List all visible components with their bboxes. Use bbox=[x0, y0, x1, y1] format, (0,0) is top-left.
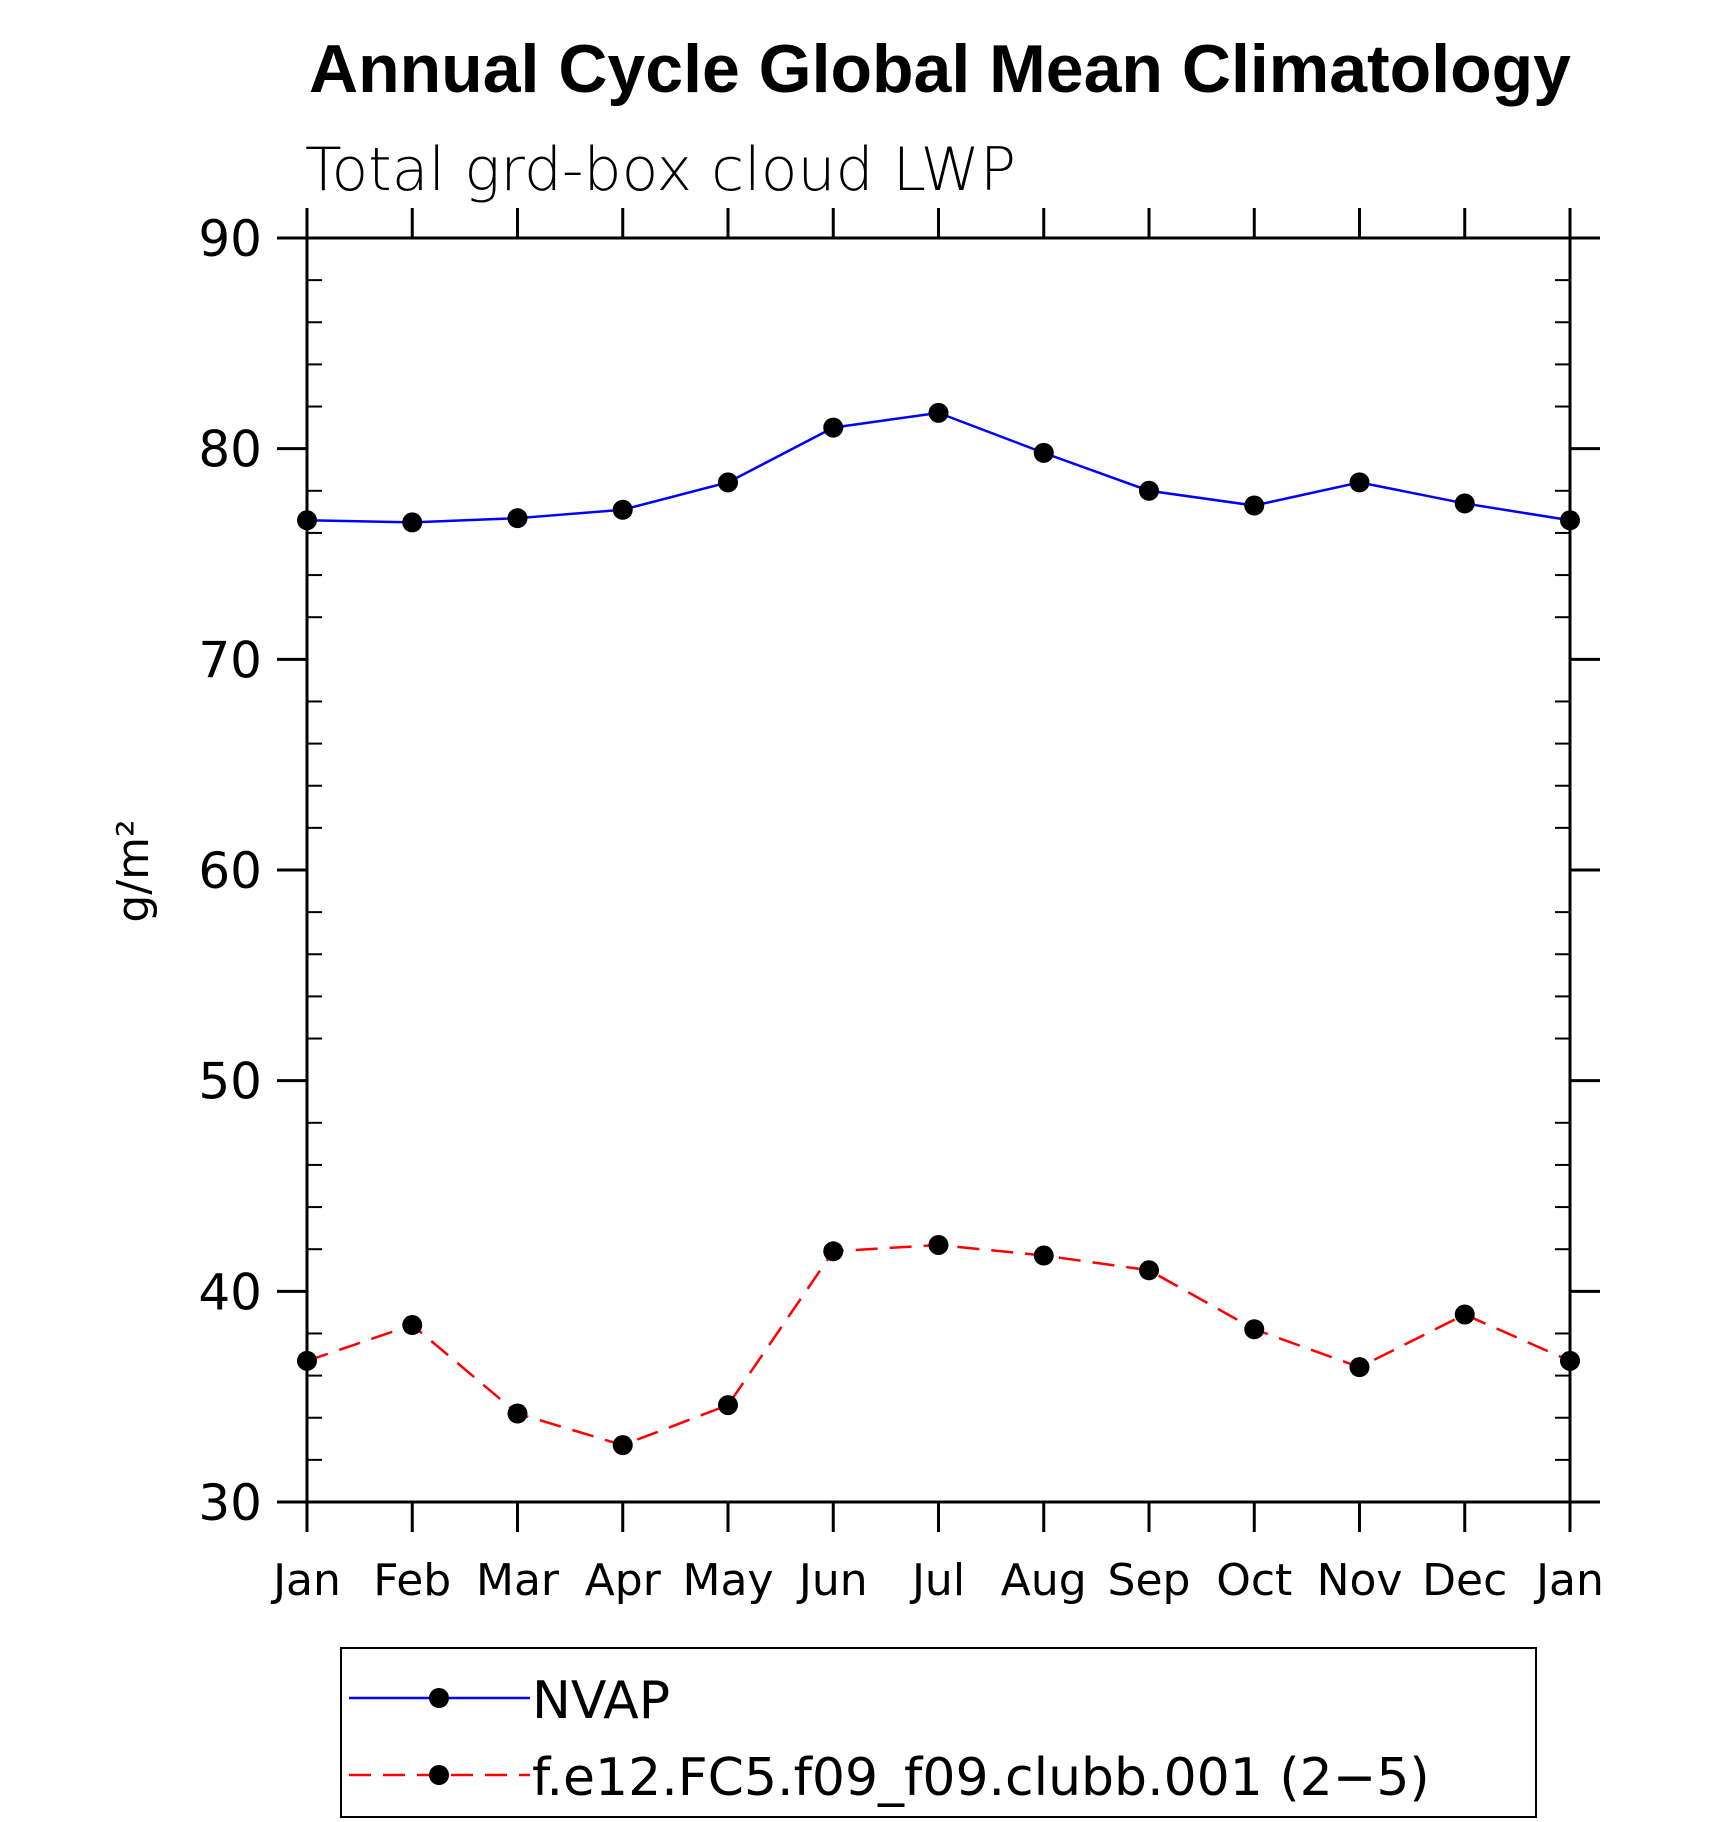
data-point bbox=[1349, 472, 1370, 493]
data-point bbox=[1454, 1304, 1475, 1325]
data-point bbox=[823, 1241, 844, 1262]
legend-marker bbox=[429, 1765, 449, 1785]
y-axis: 30 40 50 60 70 80 90 bbox=[198, 210, 1600, 1532]
data-point bbox=[612, 1435, 633, 1456]
data-point bbox=[297, 510, 317, 531]
x-tick-label: Sep bbox=[1108, 1555, 1191, 1606]
x-tick-label: Dec bbox=[1422, 1555, 1507, 1606]
legend-label: f.e12.FC5.f09_f09.clubb.001 (2−5) bbox=[532, 1748, 1430, 1808]
y-tick-label: 80 bbox=[198, 421, 262, 479]
y-tick-label: 40 bbox=[198, 1263, 262, 1321]
series-1 bbox=[297, 402, 1580, 533]
plot-frame bbox=[277, 236, 1600, 1504]
data-point bbox=[507, 508, 528, 529]
y-axis-label: g/m² bbox=[108, 819, 159, 922]
legend-marker bbox=[429, 1688, 449, 1708]
data-point bbox=[1349, 1357, 1370, 1378]
series-line bbox=[306, 1243, 1571, 1447]
data-point bbox=[402, 512, 423, 533]
legend-box bbox=[340, 1647, 1537, 1818]
data-point bbox=[402, 1315, 423, 1336]
x-tick-label: Jun bbox=[796, 1555, 868, 1606]
x-tick-label: Mar bbox=[476, 1555, 560, 1606]
y-tick-label: 50 bbox=[198, 1053, 262, 1111]
x-tick-label: Apr bbox=[585, 1555, 662, 1606]
data-point bbox=[1244, 1319, 1265, 1340]
data-point bbox=[297, 1350, 317, 1371]
x-tick-label: May bbox=[683, 1555, 774, 1606]
data-point bbox=[1033, 442, 1054, 463]
data-point bbox=[1560, 510, 1580, 531]
data-point bbox=[928, 1234, 949, 1255]
data-point bbox=[928, 402, 949, 423]
x-tick-label: Jan bbox=[270, 1555, 341, 1606]
data-point bbox=[823, 417, 844, 438]
data-point bbox=[1454, 493, 1475, 514]
series-2 bbox=[297, 1234, 1580, 1456]
series-layer bbox=[297, 402, 1580, 1456]
data-point bbox=[718, 472, 738, 493]
y-tick-label: 60 bbox=[198, 842, 262, 900]
y-tick-label: 70 bbox=[198, 631, 262, 689]
y-tick-label: 90 bbox=[198, 210, 262, 268]
x-tick-label: Oct bbox=[1216, 1555, 1292, 1606]
y-tick-label: 30 bbox=[198, 1474, 262, 1532]
data-point bbox=[1244, 495, 1265, 516]
data-point bbox=[1033, 1245, 1054, 1266]
data-point bbox=[1560, 1350, 1580, 1371]
data-point bbox=[1139, 1260, 1159, 1281]
x-tick-label: Jan bbox=[1533, 1555, 1604, 1606]
x-tick-label: Jul bbox=[909, 1555, 965, 1606]
x-tick-label: Feb bbox=[373, 1555, 451, 1606]
x-tick-label: Nov bbox=[1317, 1555, 1403, 1606]
x-axis: Jan Feb Mar Apr May Jun Jul Aug Sep Oct Nov Dec Jan bbox=[270, 208, 1604, 1606]
legend: NVAP f.e12.FC5.f09_f09.clubb.001 (2−5) bbox=[340, 1647, 1537, 1818]
legend-label: NVAP bbox=[532, 1671, 670, 1731]
data-point bbox=[718, 1395, 738, 1416]
x-tick-label: Aug bbox=[1001, 1555, 1087, 1606]
chart-subtitle: Total grd-box cloud LWP bbox=[305, 135, 1016, 205]
data-point bbox=[1139, 480, 1159, 501]
series-line bbox=[306, 411, 1571, 524]
data-point bbox=[612, 499, 633, 520]
data-point bbox=[507, 1403, 528, 1424]
chart-title: Annual Cycle Global Mean Climatology bbox=[309, 31, 1571, 107]
